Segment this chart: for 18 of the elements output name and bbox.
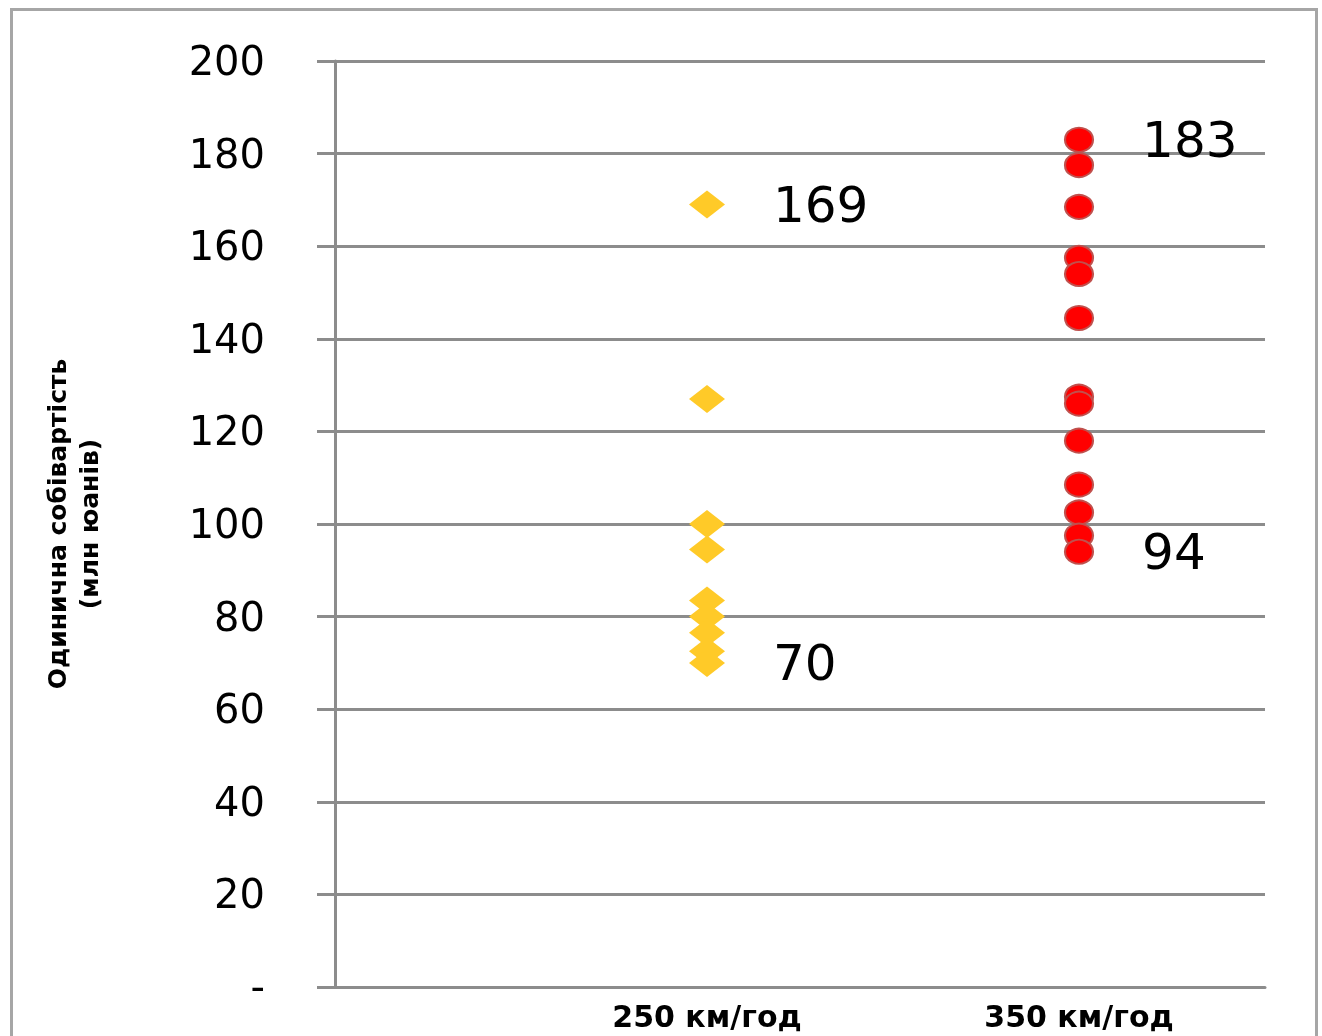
y-tick-label: 120	[188, 408, 265, 455]
y-tick-label: 160	[188, 223, 265, 270]
y-tick-label: 40	[214, 778, 265, 825]
y-tick-label: -	[250, 964, 265, 1010]
data-label: 94	[1142, 522, 1206, 581]
data-label: 70	[773, 633, 837, 692]
y-tick-label: 200	[188, 38, 265, 84]
x-tick-label: 250 км/год	[612, 998, 802, 1034]
y-tick-label: 180	[188, 130, 265, 177]
y-tick-label: 20	[214, 871, 265, 918]
y-axis-title: Одинична собівартість (млн юанів)	[42, 358, 104, 690]
y-tick-label: 80	[214, 593, 265, 640]
y-tick-label: 140	[188, 315, 265, 362]
data-label: 183	[1142, 110, 1238, 169]
x-tick-label: 350 км/год	[984, 998, 1174, 1034]
y-tick-label: 60	[214, 686, 265, 733]
y-tick-label: 100	[188, 501, 265, 547]
data-label: 169	[773, 175, 869, 234]
